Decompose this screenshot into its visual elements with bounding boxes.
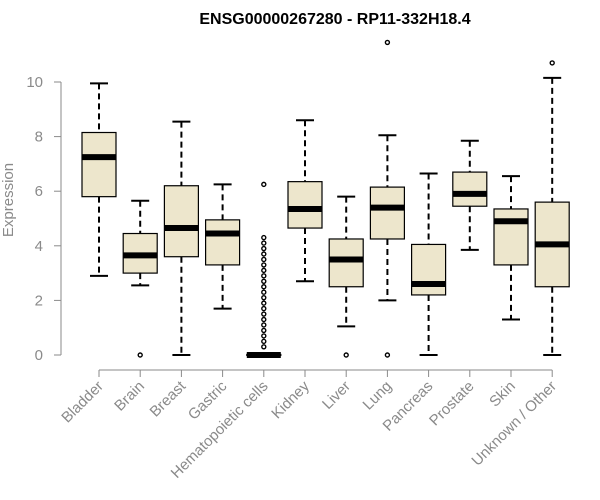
y-tick-label: 10	[26, 74, 43, 91]
y-tick-label: 6	[35, 183, 43, 200]
outlier-point	[261, 273, 267, 279]
outlier-point	[261, 284, 267, 290]
box-8	[411, 243, 447, 296]
outlier-point	[261, 267, 267, 274]
outlier-point	[384, 352, 391, 358]
box-0	[81, 131, 117, 198]
outlier-point	[261, 234, 267, 241]
outlier-point	[261, 311, 267, 317]
outlier-point	[261, 305, 267, 312]
x-tick-label: Bladder	[58, 378, 107, 427]
y-axis-label: Expression	[0, 163, 17, 237]
outlier-point	[261, 316, 267, 323]
box-5	[287, 181, 323, 229]
outlier-point	[137, 352, 143, 358]
outlier-point	[261, 181, 267, 188]
y-tick-label: 8	[35, 129, 43, 146]
box-3	[205, 219, 241, 266]
x-tick-label: Prostate	[426, 378, 478, 430]
outlier-point	[549, 60, 555, 66]
x-tick-label: Lung	[360, 378, 396, 414]
outlier-point	[261, 294, 267, 301]
outlier-point	[261, 344, 267, 350]
y-tick-label: 4	[35, 238, 43, 255]
outlier-point	[261, 300, 267, 306]
y-tick-label: 0	[35, 347, 43, 364]
chart-title: ENSG00000267280 - RP11-332H18.4	[199, 11, 470, 28]
outlier-point	[261, 333, 267, 339]
box-6	[328, 238, 364, 288]
outlier-point	[384, 39, 391, 46]
outlier-point	[261, 251, 267, 257]
outlier-point	[261, 278, 267, 284]
x-tick-label: Skin	[486, 378, 519, 411]
outlier-point	[261, 327, 267, 334]
x-tick-label: Liver	[319, 378, 354, 413]
outlier-point	[343, 352, 349, 358]
box-7	[369, 186, 405, 240]
box-10	[493, 208, 529, 266]
outlier-point	[261, 338, 267, 345]
x-tick-label: Brain	[111, 378, 148, 415]
box-9	[452, 171, 488, 207]
outlier-point	[261, 289, 267, 295]
y-tick-label: 2	[35, 292, 43, 309]
outlier-point	[261, 245, 267, 252]
x-tick-label: Breast	[147, 377, 190, 420]
x-tick-label: Kidney	[268, 377, 313, 422]
outlier-point	[261, 262, 267, 268]
outlier-point	[261, 256, 267, 263]
box-2	[163, 185, 199, 258]
outlier-point	[261, 240, 267, 246]
outlier-point	[261, 322, 267, 328]
